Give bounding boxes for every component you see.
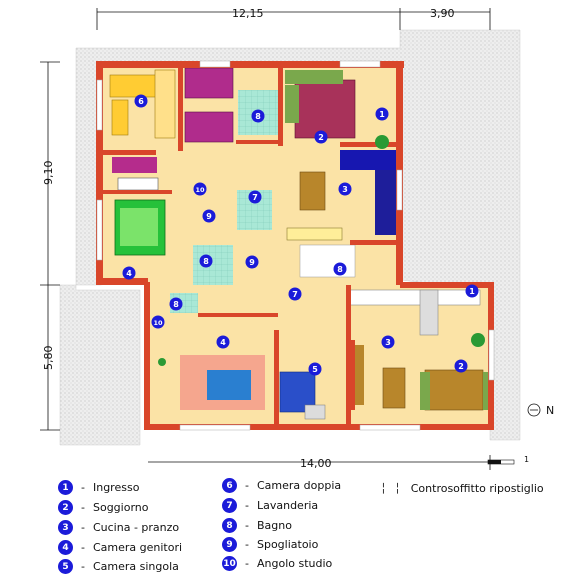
- svg-text:8: 8: [255, 112, 261, 121]
- legend-note: ╎ ╎ Controsoffitto ripostiglio: [380, 482, 544, 495]
- svg-text:9: 9: [249, 258, 255, 267]
- dim-top-right: 3,90: [430, 7, 455, 20]
- room-badges: 6 8 2 1 3 10 7 9 4 8 9 8 8 7 1 10 4 3 5 …: [122, 94, 479, 376]
- dim-left-lower: 5,80: [42, 346, 55, 371]
- room-badge-8a: 8: [251, 109, 265, 123]
- svg-text:3: 3: [342, 185, 348, 194]
- room-badge-9b: 9: [245, 255, 259, 269]
- room-badge-2b: 2: [454, 359, 468, 373]
- svg-text:3: 3: [385, 338, 391, 347]
- room-badge-3a: 3: [338, 182, 352, 196]
- room-badge-4a: 4: [122, 266, 136, 280]
- svg-text:8: 8: [173, 300, 179, 309]
- svg-text:1: 1: [469, 287, 475, 296]
- dashed-symbol-icon: ╎ ╎: [380, 482, 403, 495]
- legend-item-6: 6- Camera doppia: [222, 478, 341, 493]
- svg-text:5: 5: [312, 365, 318, 374]
- legend-item-3: 3- Cucina - pranzo: [58, 520, 179, 535]
- legend-item-10: 10- Angolo studio: [222, 556, 333, 571]
- svg-text:10: 10: [153, 319, 163, 327]
- room-badge-10b: 10: [151, 315, 165, 329]
- svg-text:6: 6: [138, 97, 144, 106]
- legend-item-8: 8- Bagno: [222, 518, 292, 533]
- legend-item-5: 5- Camera singola: [58, 559, 179, 574]
- legend-item-7: 7- Lavanderia: [222, 498, 318, 513]
- scale-label: 1: [524, 455, 529, 464]
- room-badge-1b: 1: [465, 284, 479, 298]
- svg-text:8: 8: [203, 257, 209, 266]
- svg-text:7: 7: [252, 193, 258, 202]
- legend-item-1: 1- Ingresso: [58, 480, 139, 495]
- svg-text:4: 4: [220, 338, 226, 347]
- room-badge-4b: 4: [216, 335, 230, 349]
- room-badge-7b: 7: [288, 287, 302, 301]
- room-badge-7a: 7: [248, 190, 262, 204]
- dim-bottom: 14,00: [300, 457, 332, 470]
- dim-left-upper: 9,10: [42, 161, 55, 186]
- svg-text:8: 8: [337, 265, 343, 274]
- legend-item-9: 9- Spogliatoio: [222, 537, 318, 552]
- svg-text:4: 4: [126, 269, 132, 278]
- bath-center: [193, 245, 233, 285]
- svg-text:2: 2: [458, 362, 464, 371]
- room-badge-10a: 10: [193, 182, 207, 196]
- dim-top-left: 12,15: [232, 7, 264, 20]
- north-label: N: [546, 404, 554, 417]
- legend-item-4: 4- Camera genitori: [58, 540, 182, 555]
- room-badge-8d: 8: [169, 297, 183, 311]
- bath-right: [299, 244, 356, 278]
- room-badge-1a: 1: [375, 107, 389, 121]
- room-badge-6: 6: [134, 94, 148, 108]
- room-badge-9a: 9: [202, 209, 216, 223]
- room-badge-5: 5: [308, 362, 322, 376]
- svg-text:9: 9: [206, 212, 212, 221]
- room-badge-8b: 8: [199, 254, 213, 268]
- svg-text:2: 2: [318, 133, 324, 142]
- room-badge-3b: 3: [381, 335, 395, 349]
- legend-item-2: 2- Soggiorno: [58, 500, 148, 515]
- room-badge-2a: 2: [314, 130, 328, 144]
- room-badge-8c: 8: [333, 262, 347, 276]
- svg-text:7: 7: [292, 290, 298, 299]
- svg-text:1: 1: [379, 110, 385, 119]
- svg-text:10: 10: [195, 186, 205, 194]
